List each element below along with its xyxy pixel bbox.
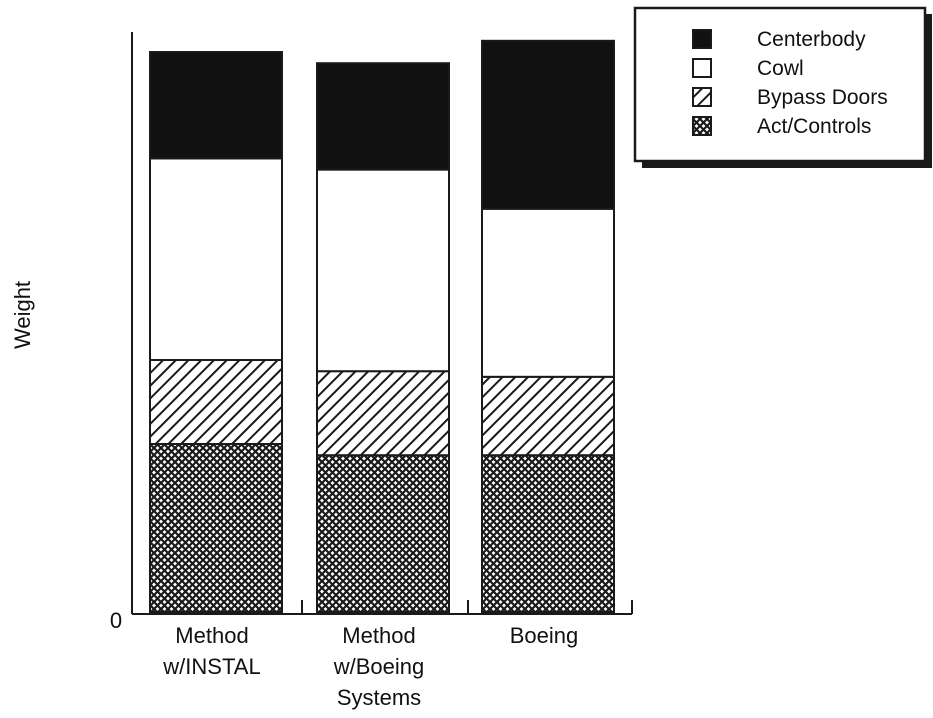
legend-swatch-cowl — [692, 58, 712, 78]
bar-segment-bypass-doors-1 — [149, 359, 283, 445]
bar-segment-centerbody-2 — [316, 62, 450, 171]
bar-segment-centerbody-1 — [149, 51, 283, 160]
legend-label-act-controls: Act/Controls — [757, 115, 871, 138]
bar-segment-cowl-3 — [481, 207, 615, 378]
bar-segment-act-controls-2 — [316, 454, 450, 614]
legend-box — [633, 6, 927, 163]
legend-label-bypass-doors: Bypass Doors — [757, 86, 888, 109]
legend-swatch-act-controls — [692, 116, 712, 136]
bar-segment-act-controls-3 — [481, 454, 615, 614]
y-axis-label: Weight — [10, 281, 35, 349]
bar-segment-bypass-doors-3 — [481, 375, 615, 457]
bar-segment-cowl-2 — [316, 168, 450, 373]
legend: Centerbody Cowl Bypass Doors Act/Controls — [633, 6, 932, 168]
legend-swatch-centerbody — [692, 29, 712, 49]
y-tick-label-0: 0 — [110, 608, 122, 633]
bar-segment-centerbody-3 — [481, 39, 615, 210]
x-tick-label-2-line-1: Method — [342, 623, 415, 648]
axes-layer — [131, 32, 633, 615]
bar-segment-act-controls-1 — [149, 443, 283, 613]
x-tick-label-1-line-2: w/INSTAL — [162, 654, 260, 679]
bar-segment-cowl-1 — [149, 157, 283, 361]
x-tick-label-2-line-3: Systems — [337, 685, 421, 710]
labels-layer: 0 Weight Method w/INSTAL Method w/Boeing Syste… — [10, 281, 578, 710]
bars-layer — [149, 39, 615, 614]
legend-label-cowl: Cowl — [757, 57, 804, 80]
legend-swatch-bypass-doors — [692, 87, 712, 107]
x-tick-label-1-line-1: Method — [175, 623, 248, 648]
x-tick-label-3-line-1: Boeing — [510, 623, 579, 648]
legend-label-centerbody: Centerbody — [757, 28, 866, 51]
x-tick-label-2-line-2: w/Boeing — [333, 654, 425, 679]
bar-segment-bypass-doors-2 — [316, 370, 450, 457]
